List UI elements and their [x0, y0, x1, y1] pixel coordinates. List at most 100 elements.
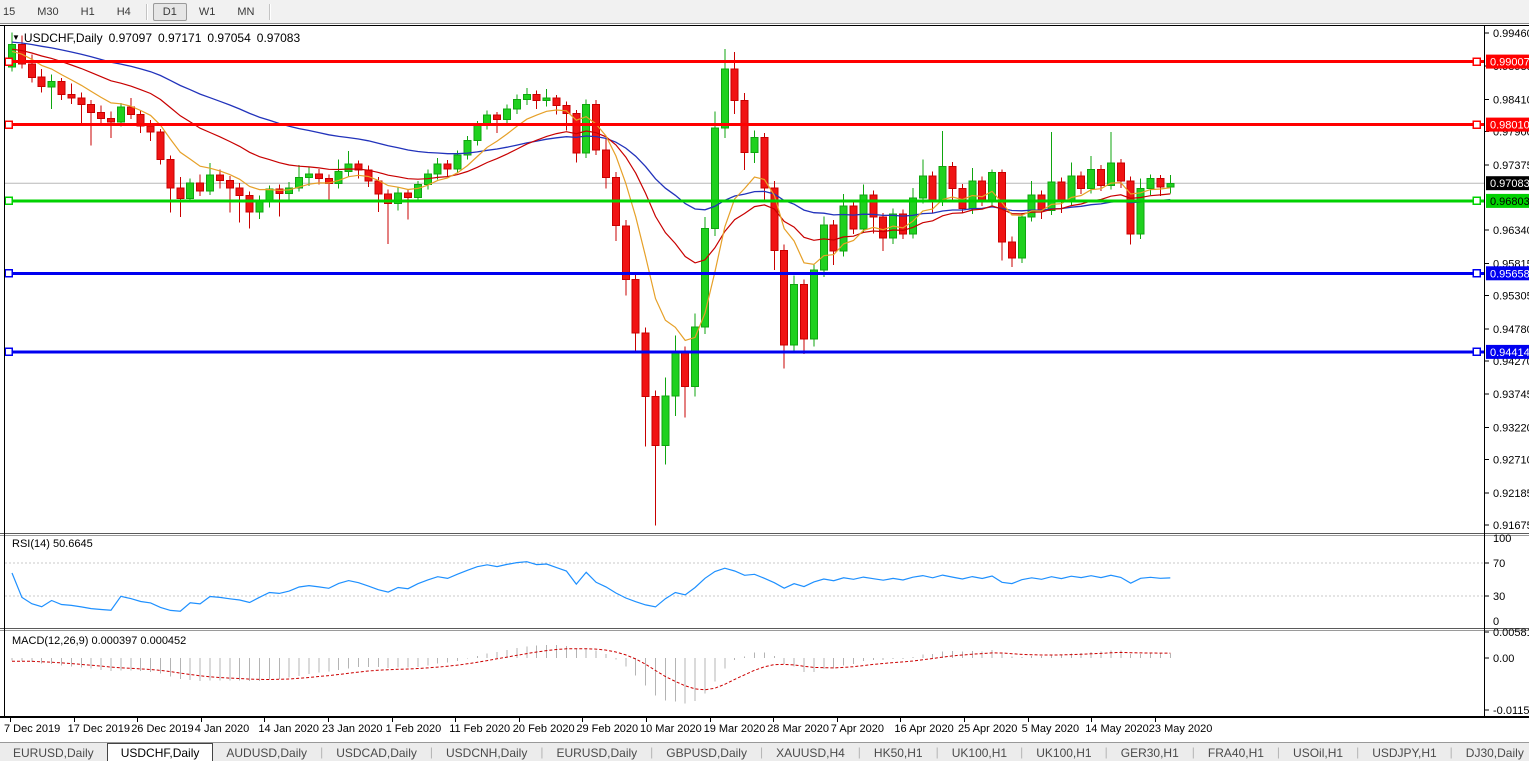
date-tick-label: 14 May 2020 [1085, 723, 1149, 735]
date-tick-label: 11 Feb 2020 [449, 723, 511, 735]
tab-dj30-daily[interactable]: DJ30,Daily [1465, 745, 1524, 760]
macd-axis-label: -0.01151 [1493, 705, 1529, 716]
symbol-marker-icon: ▼ [12, 33, 20, 42]
tab-eurusd-daily[interactable]: EURUSD,Daily [13, 745, 94, 760]
macd-axis-label: 0.005818 [1493, 628, 1529, 639]
svg-text:0.98010: 0.98010 [1490, 120, 1529, 132]
price-tick-label: 0.98410 [1493, 94, 1529, 106]
tab-hk50-h1[interactable]: HK50,H1 [873, 745, 923, 760]
price-chart-pane[interactable]: 0.994600.989350.984100.979000.973750.963… [0, 25, 1529, 533]
price-tick-label: 0.93220 [1493, 422, 1529, 434]
hline-0.9801[interactable] [4, 120, 1484, 129]
tab-separator: | [1276, 745, 1281, 759]
hline-0.99007[interactable] [4, 57, 1484, 66]
date-tick [900, 718, 902, 722]
date-tick [1027, 718, 1029, 722]
date-tick [518, 718, 520, 722]
macd-indicator-pane[interactable]: 0.005818 0.00 -0.01151 MACD(12,26,9) 0.0003… [0, 628, 1529, 716]
date-tick-label: 23 Jan 2020 [322, 723, 383, 735]
date-tick-label: 25 Apr 2020 [958, 723, 1018, 735]
date-tick [391, 718, 393, 722]
tab-usdcad-daily[interactable]: USDCAD,Daily [336, 745, 417, 760]
tab-separator: | [429, 745, 433, 759]
hline-0.95658[interactable] [4, 269, 1484, 278]
price-badge-0.99007: 0.99007 [1486, 54, 1529, 69]
price-axis[interactable]: 0.994600.989350.984100.979000.973750.963… [1484, 28, 1529, 532]
hline-0.96803[interactable] [4, 196, 1484, 206]
rsi-axis-label: 100 [1493, 533, 1511, 545]
tab-separator: | [540, 745, 544, 759]
date-tick-label: 5 May 2020 [1021, 723, 1080, 735]
price-badge-0.96803: 0.96803 [1486, 193, 1529, 208]
tab-gbpusd-daily[interactable]: GBPUSD,Daily [666, 745, 747, 760]
tab-separator: | [1020, 745, 1024, 759]
date-tick [836, 718, 838, 722]
timeframe-toolbar: 15 M30 H1 H4 D1 W1 MN [0, 0, 1529, 24]
date-tick [964, 718, 965, 722]
tab-uk100-h1[interactable]: UK100,H1 [951, 745, 1008, 760]
tab-ger30-h1[interactable]: GER30,H1 [1120, 745, 1179, 760]
rsi-axis-label: 70 [1493, 558, 1505, 570]
price-tick-label: 0.95305 [1493, 291, 1529, 303]
tab-usdjpy-h1[interactable]: USDJPY,H1 [1372, 745, 1437, 760]
chart-tabs-bar: EURUSD,Daily USDCHF,Daily AUDUSD,Daily | USD… [0, 742, 1529, 761]
date-tick [328, 718, 329, 722]
date-tick-label: 1 Feb 2020 [385, 723, 442, 735]
svg-text:0.94414: 0.94414 [1490, 347, 1529, 359]
macd-axis-label: 0.00 [1493, 653, 1514, 665]
date-tick-label: 20 Feb 2020 [512, 723, 575, 735]
svg-text:0.95658: 0.95658 [1490, 268, 1529, 280]
date-tick-label: 23 May 2020 [1148, 723, 1213, 735]
macd-histogram [11, 645, 1171, 704]
price-badge-0.97083: 0.97083 [1486, 176, 1529, 191]
date-tick-label: 26 Dec 2019 [131, 723, 194, 735]
tab-xauusd-h4[interactable]: XAUUSD,H4 [776, 745, 845, 760]
date-tick [73, 718, 75, 722]
price-tick-label: 0.97375 [1493, 160, 1529, 172]
svg-text:0.96803: 0.96803 [1490, 196, 1529, 208]
price-tick-label: 0.96340 [1493, 225, 1529, 237]
timeframe-button-15[interactable]: 15 [3, 5, 16, 18]
svg-text:0.97083: 0.97083 [1490, 178, 1529, 190]
date-tick-label: 17 Dec 2019 [67, 723, 130, 735]
date-tick [1091, 718, 1093, 722]
timeframe-button-m30[interactable]: M30 [37, 5, 59, 18]
tab-separator: | [857, 745, 861, 759]
timeframe-button-w1[interactable]: W1 [198, 5, 216, 18]
ohlc-info-line: ▼ USDCHF,Daily 0.97097 0.97171 0.97054 0.9708… [12, 31, 300, 45]
date-tick [10, 718, 11, 722]
svg-text:0.99007: 0.99007 [1490, 57, 1529, 69]
date-tick [646, 718, 647, 722]
timeframe-button-mn[interactable]: MN [237, 5, 255, 18]
tab-usdchf-daily[interactable]: USDCHF,Daily [106, 743, 214, 761]
time-axis[interactable]: 7 Dec 2019 17 Dec 2019 26 Dec 2019 4 Jan 20… [0, 716, 1529, 742]
tab-eurusd-daily[interactable]: EURUSD,Daily [556, 745, 638, 760]
tab-usoil-h1[interactable]: USOil,H1 [1293, 745, 1344, 760]
price-tick-label: 0.99460 [1493, 28, 1529, 40]
date-tick-label: 4 Jan 2020 [194, 723, 250, 735]
date-tick-label: 28 Mar 2020 [767, 723, 829, 735]
rsi-line [11, 561, 1171, 612]
price-tick-label: 0.92185 [1493, 488, 1529, 500]
macd-signal-line [12, 648, 1171, 691]
timeframe-button-d1[interactable]: D1 [152, 2, 187, 21]
date-tick-label: 16 Apr 2020 [894, 723, 954, 735]
date-tick-label: 7 Apr 2020 [830, 723, 885, 735]
tab-uk100-h1[interactable]: UK100,H1 [1036, 745, 1092, 760]
tab-separator: | [935, 745, 939, 759]
toolbar-separator [269, 3, 272, 20]
timeframe-button-h1[interactable]: H1 [80, 5, 95, 18]
rsi-label: RSI(14) 50.6645 [12, 538, 93, 550]
price-tick-label: 0.94270 [1493, 356, 1529, 368]
date-tick [773, 718, 775, 722]
tab-usdcnh-daily[interactable]: USDCNH,Daily [446, 745, 528, 760]
timeframe-button-h4[interactable]: H4 [116, 5, 131, 18]
price-tick-label: 0.93745 [1493, 389, 1529, 401]
price-badge-0.95658: 0.95658 [1486, 266, 1529, 281]
date-tick-label: 19 Mar 2020 [703, 723, 766, 735]
tab-fra40-h1[interactable]: FRA40,H1 [1207, 745, 1264, 760]
toolbar-separator [145, 3, 148, 20]
rsi-indicator-pane[interactable]: 100 70 30 0 RSI(14) 50.6645 [0, 533, 1529, 628]
tab-audusd-daily[interactable]: AUDUSD,Daily [226, 745, 308, 760]
date-tick [264, 718, 266, 722]
